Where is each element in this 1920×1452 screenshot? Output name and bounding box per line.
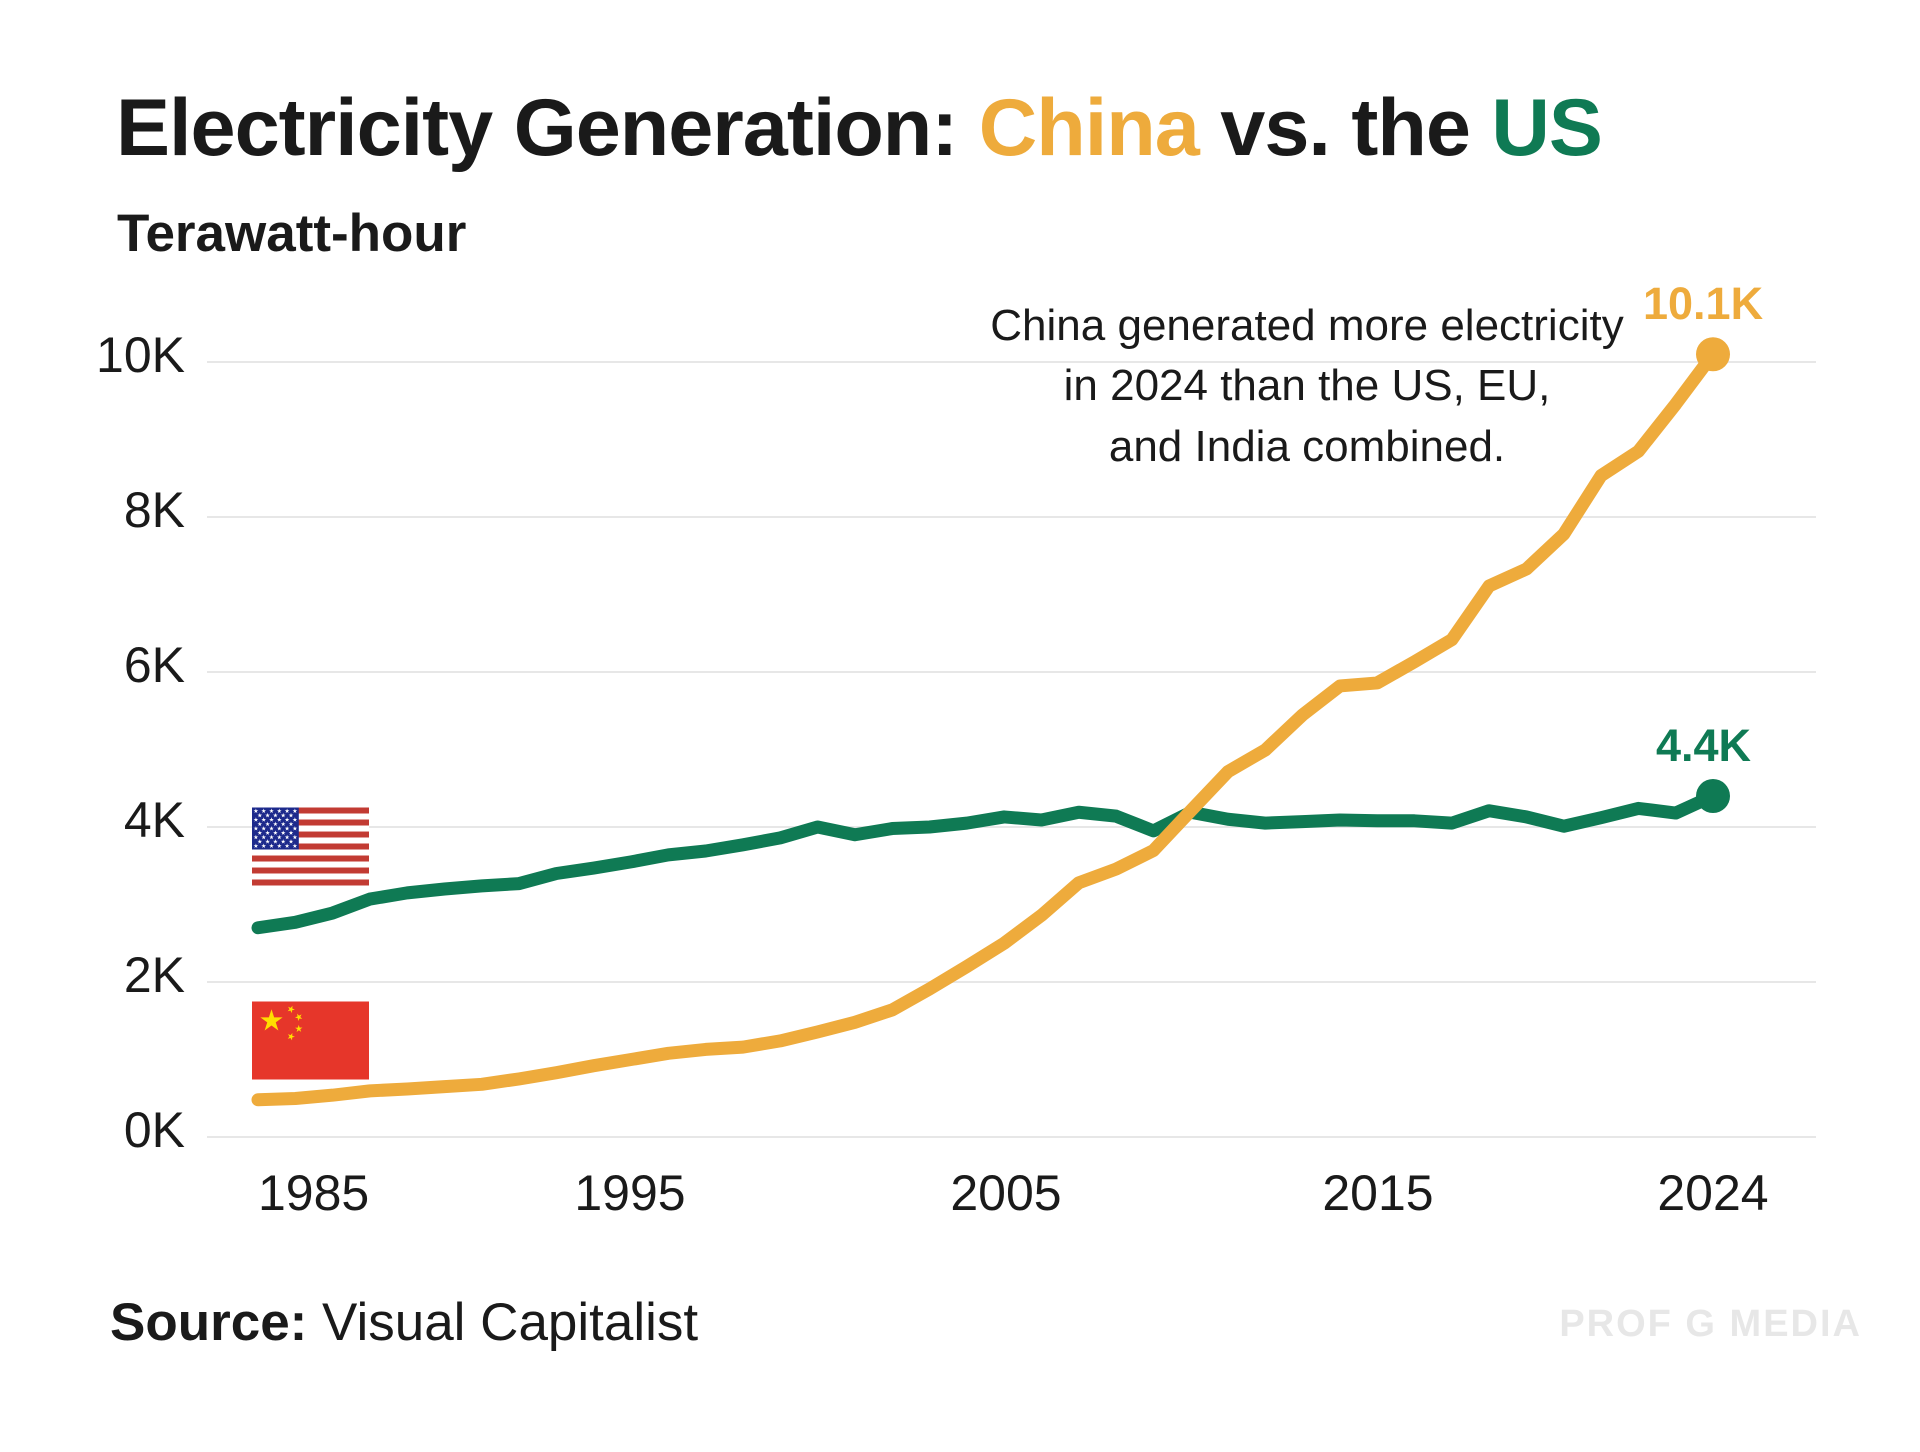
svg-text:1995: 1995 <box>574 1165 685 1221</box>
svg-text:4K: 4K <box>124 792 185 848</box>
svg-text:2K: 2K <box>124 947 185 1003</box>
svg-text:0K: 0K <box>124 1102 185 1158</box>
svg-text:10K: 10K <box>96 327 185 383</box>
svg-text:6K: 6K <box>124 637 185 693</box>
svg-text:8K: 8K <box>124 482 185 538</box>
svg-text:2024: 2024 <box>1657 1165 1768 1221</box>
svg-text:2015: 2015 <box>1322 1165 1433 1221</box>
svg-text:1985: 1985 <box>258 1165 369 1221</box>
svg-text:2005: 2005 <box>950 1165 1061 1221</box>
